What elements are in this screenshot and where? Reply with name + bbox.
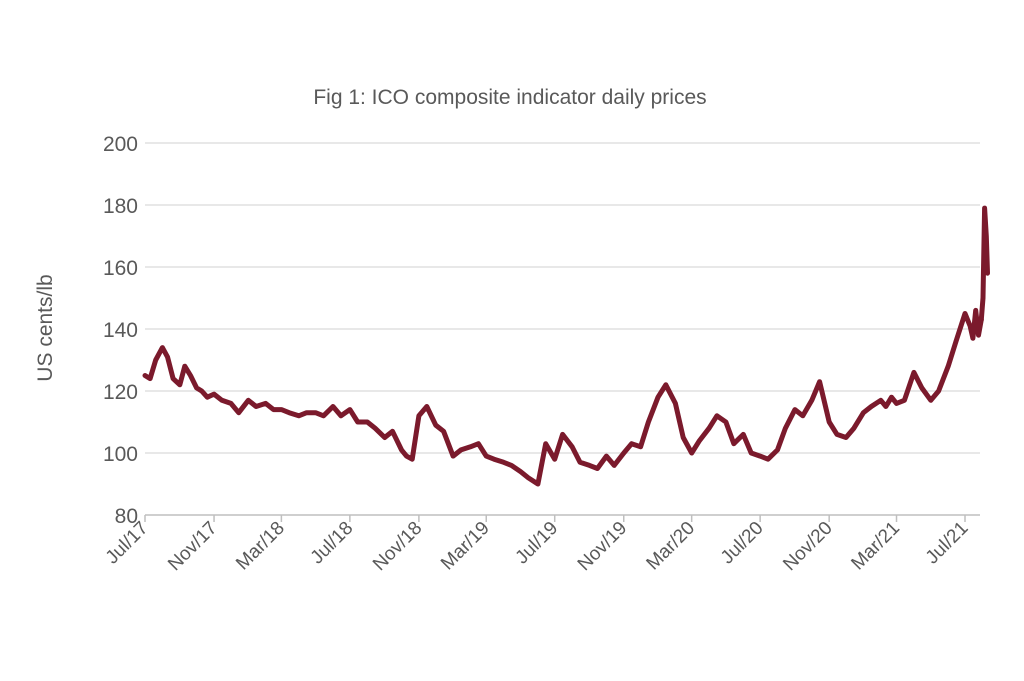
x-tick-label: Mar/20 — [643, 518, 700, 575]
y-tick-label: 200 — [103, 133, 138, 156]
x-tick-label: Mar/18 — [232, 518, 289, 575]
y-tick-label: 100 — [103, 443, 138, 466]
y-tick-label: 160 — [103, 257, 138, 280]
x-axis: Jul/17 Nov/17 Mar/18 Jul/18 Nov/18 Mar/19 Jul/… — [102, 514, 980, 575]
chart-title: Fig 1: ICO composite indicator daily pri… — [313, 86, 706, 109]
x-tick-label: Nov/18 — [369, 518, 426, 575]
x-tick-label: Nov/17 — [164, 518, 221, 575]
x-tick-label: Jul/20 — [717, 518, 768, 569]
x-tick-label: Mar/19 — [437, 518, 494, 575]
series-line-0 — [142, 307, 984, 487]
y-tick-label: 180 — [103, 195, 138, 218]
y-axis-ticks: 80 100 120 140 160 180 200 — [103, 133, 138, 528]
x-tick-label: Jul/18 — [307, 518, 358, 569]
y-tick-label: 120 — [103, 381, 138, 404]
gridlines — [145, 142, 980, 454]
series-group — [142, 205, 990, 487]
y-axis-label: US cents/lb — [34, 274, 57, 381]
y-tick-label: 140 — [103, 319, 138, 342]
x-tick-label: Nov/19 — [574, 518, 631, 575]
x-tick-label: Jul/19 — [512, 518, 563, 569]
series-line-1 — [978, 205, 990, 323]
x-tick-label: Mar/21 — [847, 518, 904, 575]
y-tick-label: 80 — [115, 505, 138, 528]
x-tick-label: Nov/20 — [779, 518, 836, 575]
x-tick-label: Jul/21 — [922, 518, 973, 569]
